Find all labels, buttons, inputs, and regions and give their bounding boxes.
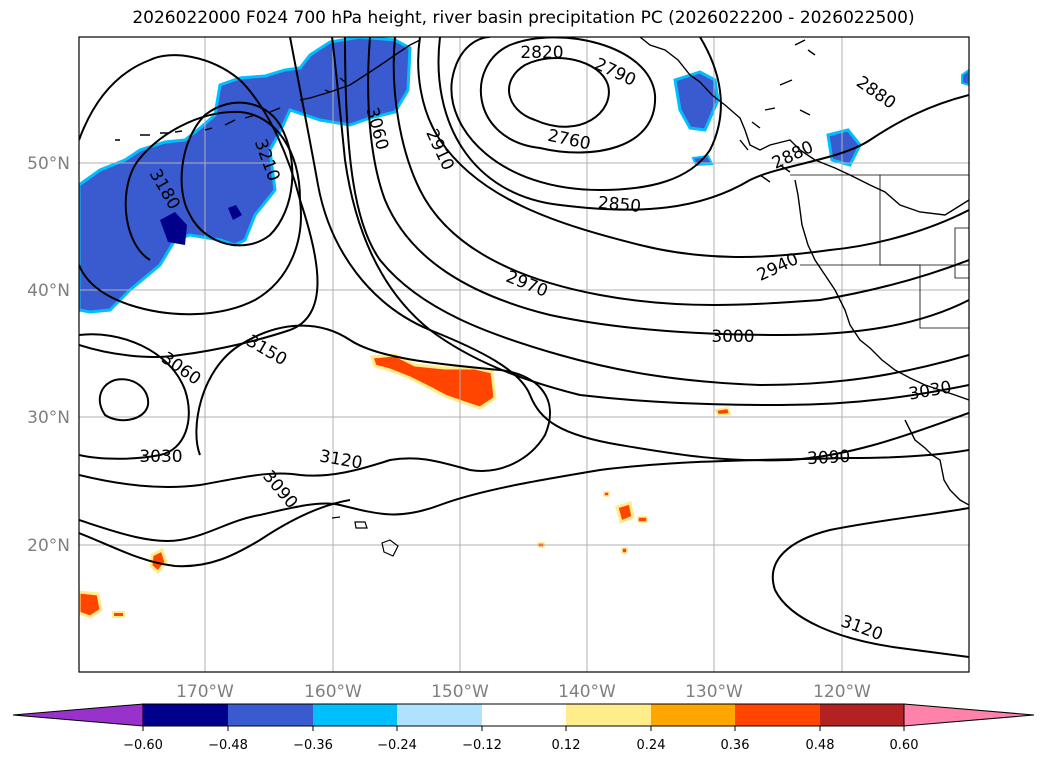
negative-pc-core-2: [228, 205, 242, 220]
coastlines: [115, 37, 969, 506]
contour-label: 2970: [503, 267, 551, 302]
contour-label: 3120: [318, 446, 364, 473]
contour-label: 3090: [807, 447, 851, 469]
colorbar-outline: [142, 703, 905, 727]
colorbar-tick-label: 0.36: [721, 738, 750, 753]
height-contours: [79, 37, 969, 658]
lat-tick-label: 40°N: [27, 281, 70, 301]
lon-tick-label: 170°W: [176, 682, 234, 702]
colorbar-segment: [735, 704, 820, 726]
colorbar: −0.60 −0.48 −0.36 −0.24 −0.12 0.12 0.24 …: [12, 703, 1035, 753]
colorbar-extend-low: [12, 703, 144, 727]
colorbar-tick-label: −0.48: [208, 738, 248, 753]
contour-label: 2850: [597, 193, 642, 217]
colorbar-segment: [566, 704, 651, 726]
lat-tick-label: 50°N: [27, 154, 70, 174]
negative-pc-region-corner: [961, 68, 969, 87]
colorbar-segment: [651, 704, 735, 726]
longitude-labels: 170°W 160°W 150°W 140°W 130°W 120°W: [176, 682, 871, 702]
colorbar-tick-label: 0.48: [806, 738, 835, 753]
colorbar-tick-label: 0.60: [890, 738, 919, 753]
positive-pc-region-se: [615, 501, 635, 525]
hawaii: [331, 516, 399, 557]
map-frame: [78, 36, 970, 673]
colorbar-tick-label: 0.24: [637, 738, 666, 753]
contour-label: 2880: [852, 72, 899, 113]
positive-pc-region-east: [714, 406, 732, 417]
positive-pc-region-central: [369, 353, 497, 410]
map-area: [79, 37, 969, 672]
lon-tick-label: 160°W: [304, 682, 362, 702]
colorbar-segment: [313, 704, 397, 726]
colorbar-tick-label: −0.12: [462, 738, 502, 753]
colorbar-tick-label: 0.12: [552, 738, 581, 753]
lat-tick-label: 30°N: [27, 408, 70, 428]
positive-pc-region-sw: [149, 547, 168, 575]
colorbar-tick-label: −0.36: [293, 738, 333, 753]
lat-tick-label: 20°N: [27, 536, 70, 556]
map-title: 2026022000 F024 700 hPa height, river ba…: [132, 8, 915, 28]
contour-label: 3000: [711, 327, 754, 347]
latitude-labels: 50°N 40°N 30°N 20°N: [27, 154, 70, 556]
colorbar-segment: [397, 704, 482, 726]
colorbar-tick-label: −0.24: [377, 738, 417, 753]
lon-tick-label: 130°W: [685, 682, 743, 702]
contour-label: 3030: [907, 377, 953, 404]
positive-pc-dots: [537, 491, 648, 554]
lon-tick-label: 140°W: [558, 682, 616, 702]
colorbar-tick-label: −0.60: [123, 738, 163, 753]
colorbar-segment: [143, 704, 228, 726]
borders: [790, 174, 969, 329]
colorbar-segment: [482, 704, 566, 726]
lon-tick-label: 150°W: [431, 682, 489, 702]
positive-pc-region-sw2: [112, 611, 125, 618]
colorbar-extend-high: [903, 703, 1035, 727]
contour-label: 2910: [421, 126, 457, 174]
contour-label: 3030: [139, 447, 182, 467]
colorbar-segment: [820, 704, 904, 726]
negative-pc-core-1: [160, 212, 187, 245]
lon-tick-label: 120°W: [813, 682, 871, 702]
positive-pc-region-west: [79, 590, 103, 619]
contour-label: 2820: [520, 43, 563, 63]
colorbar-segment: [228, 704, 313, 726]
negative-pc-region-ak: [673, 70, 720, 132]
